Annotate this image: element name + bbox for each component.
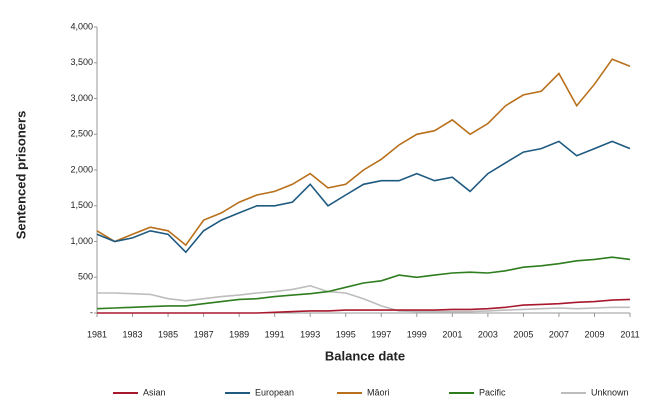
x-tick-label: 1993 <box>300 329 320 339</box>
x-tick-label: 1997 <box>371 329 391 339</box>
legend-label: Pacific <box>479 387 506 397</box>
y-tick-label: 3,500 <box>70 57 93 67</box>
series-line <box>97 284 630 313</box>
legend-label: Unknown <box>591 387 629 397</box>
y-tick-label: - <box>90 307 93 317</box>
series-line <box>97 298 631 314</box>
x-tick-label: 2009 <box>584 329 604 339</box>
x-tick-label: 2011 <box>620 329 639 339</box>
series-line <box>96 140 631 254</box>
x-tick-label: 2007 <box>549 329 569 339</box>
x-tick-label: 1983 <box>123 329 143 339</box>
series-line <box>96 256 631 310</box>
y-tick-label: 1,500 <box>70 200 93 210</box>
y-axis-label: Sentenced prisoners <box>13 111 28 240</box>
y-tick-label: 2,000 <box>70 164 93 174</box>
x-tick-label: 1987 <box>194 329 214 339</box>
x-tick-label: 1999 <box>407 329 427 339</box>
x-tick-label: 1985 <box>158 329 178 339</box>
y-tick-label: 4,000 <box>70 21 93 31</box>
y-tick-label: 1,000 <box>70 236 93 246</box>
x-tick-label: 1995 <box>336 329 356 339</box>
x-tick-label: 2003 <box>478 329 498 339</box>
y-tick-label: 2,500 <box>70 129 93 139</box>
x-tick-label: 1989 <box>229 329 249 339</box>
x-tick-label: 2001 <box>442 329 462 339</box>
series-line <box>96 58 631 247</box>
legend-label: Asian <box>143 387 166 397</box>
x-tick-label: 2005 <box>513 329 533 339</box>
x-tick-label: 1981 <box>87 329 107 339</box>
x-axis-label: Balance date <box>325 348 405 363</box>
y-tick-label: 3,000 <box>70 93 93 103</box>
x-tick-label: 1991 <box>265 329 285 339</box>
legend-label: Māori <box>367 387 390 397</box>
y-tick-label: 500 <box>78 272 93 282</box>
legend-label: European <box>255 387 294 397</box>
